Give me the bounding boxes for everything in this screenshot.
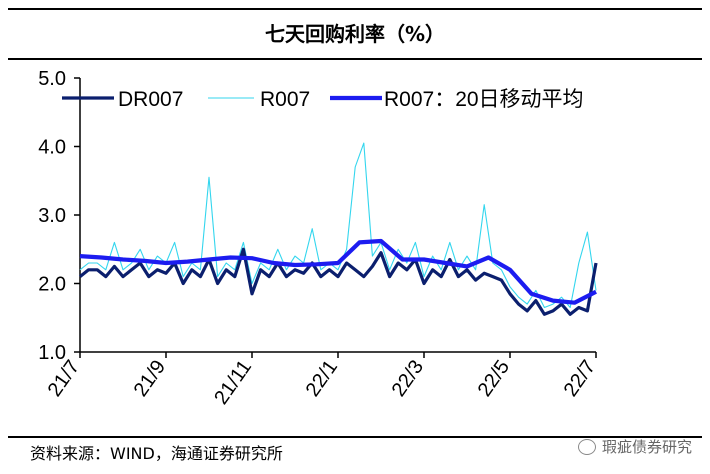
series-line-dr007 [79,247,598,316]
legend-label: R007：20日移动平均 [384,88,584,111]
y-tick-label: 1.0 [38,342,66,364]
y-tick-label: 2.0 [38,274,66,296]
chart-title: 七天回购利率（%） [264,22,446,46]
legend-label: R007 [260,88,310,111]
x-tick-label: 21/9 [130,356,170,401]
legend: DR007 R007 R007：20日移动平均 [62,88,584,111]
y-tick-label: 5.0 [38,68,66,90]
wechat-icon [578,438,596,455]
chart-axes: 5.04.03.02.01.021/7 21/9 21/11 22/1 22/3 22/5… [38,68,600,409]
watermark-text: 瑕疵债券研究 [602,438,693,456]
x-tick-label: 22/1 [302,356,342,401]
legend-label: DR007 [118,88,183,111]
top-rule [8,8,702,10]
series-line-r00720 [79,238,597,305]
source-note: 资料来源：WIND，海通证券研究所 [30,444,283,463]
y-tick-label: 3.0 [38,205,66,227]
x-tick-label: 22/3 [388,356,428,401]
x-tick-label: 21/11 [210,356,256,408]
title-rule [8,58,702,60]
y-tick-label: 4.0 [38,137,66,159]
x-tick-label: 22/7 [560,356,600,401]
series-line-r007 [79,142,597,309]
series-layer [79,142,598,316]
x-tick-label: 22/5 [474,356,514,401]
bottom-rule [8,436,702,438]
watermark: 瑕疵债券研究 [578,436,692,457]
